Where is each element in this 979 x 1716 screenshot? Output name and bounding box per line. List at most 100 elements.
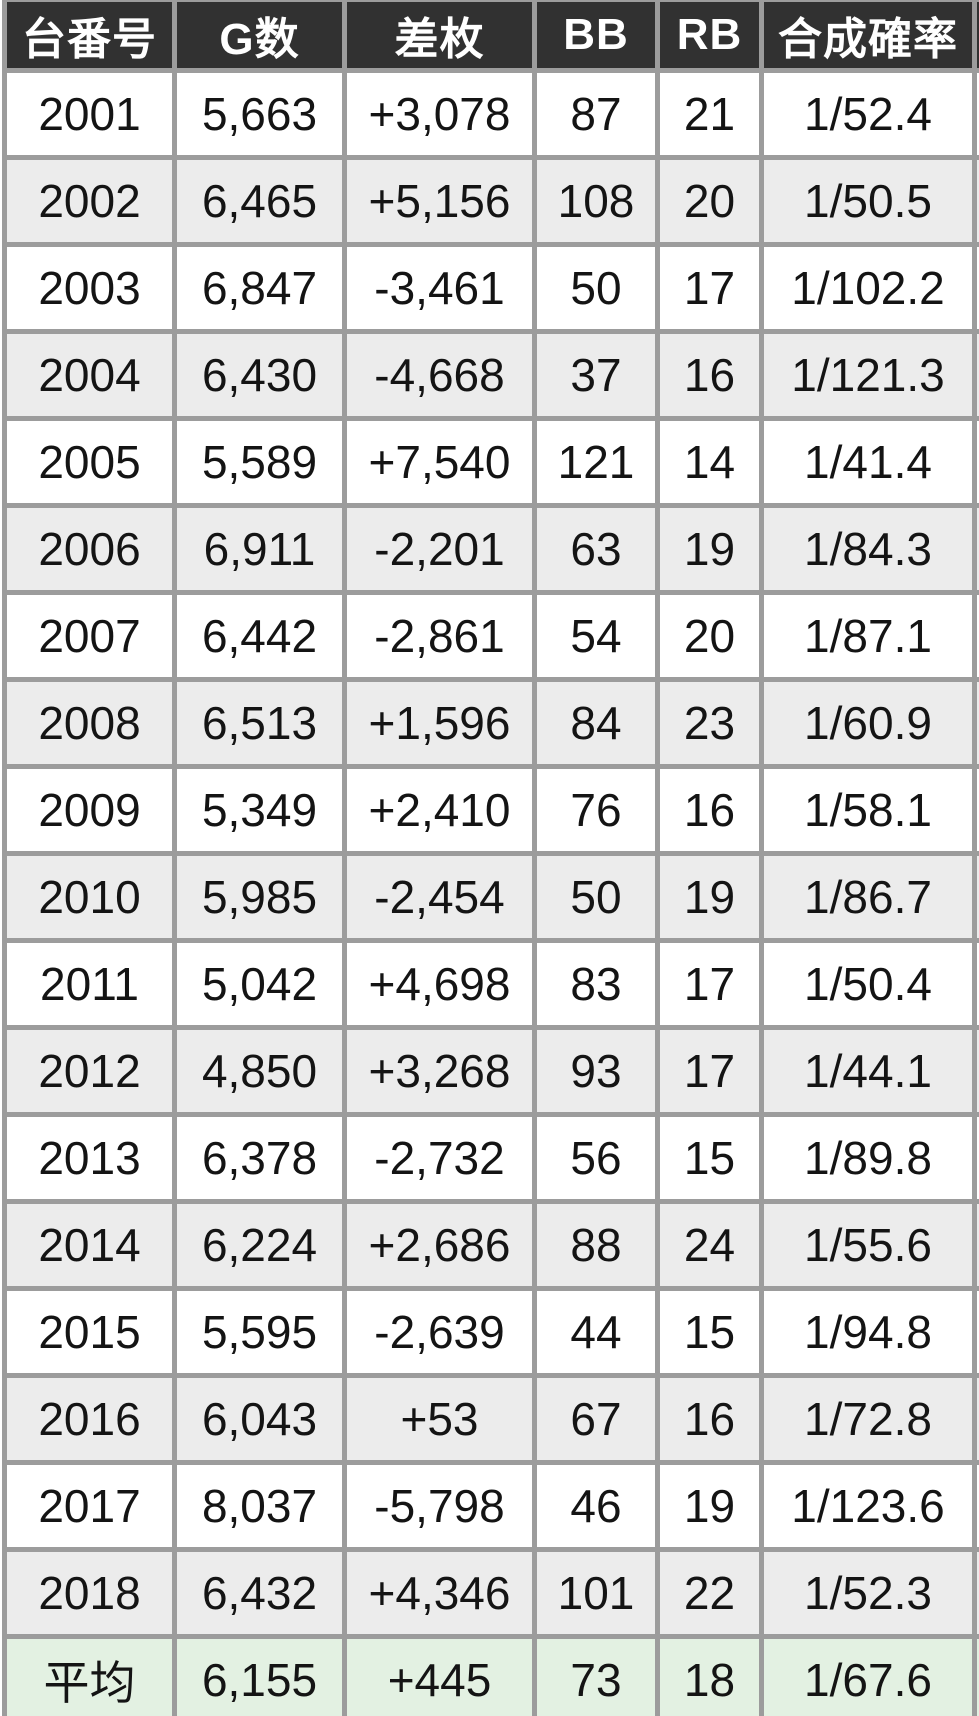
game-count-cell: 5,589 — [172, 416, 347, 508]
game-count-cell: 5,663 — [172, 68, 347, 160]
partial-cell — [972, 1460, 979, 1552]
table-row: 2007 6,442 -2,861 54 20 1/87.1 — [2, 590, 979, 682]
medal-diff-cell: +7,540 — [342, 416, 537, 508]
machine-number-cell: 2004 — [2, 329, 177, 421]
machine-number-cell: 2006 — [2, 503, 177, 595]
rb-count-cell: 23 — [655, 677, 764, 769]
column-header-machine-number: 台番号 — [2, 0, 177, 73]
rb-count-cell: 15 — [655, 1112, 764, 1204]
game-count-cell: 6,432 — [172, 1547, 347, 1639]
machine-number-cell: 2009 — [2, 764, 177, 856]
bb-count-cell: 44 — [532, 1286, 660, 1378]
combined-probability-cell: 1/102.2 — [759, 242, 977, 334]
bb-count-cell: 93 — [532, 1025, 660, 1117]
table-row: 2010 5,985 -2,454 50 19 1/86.7 — [2, 851, 979, 943]
partial-cell — [972, 1286, 979, 1378]
machine-number-cell: 2015 — [2, 1286, 177, 1378]
medal-diff-cell: +2,410 — [342, 764, 537, 856]
game-count-cell: 5,042 — [172, 938, 347, 1030]
rb-count-cell: 20 — [655, 590, 764, 682]
game-count-cell: 5,349 — [172, 764, 347, 856]
combined-probability-cell: 1/50.5 — [759, 155, 977, 247]
average-row: 平均 6,155 +445 73 18 1/67.6 — [2, 1634, 979, 1716]
bb-count-cell: 50 — [532, 242, 660, 334]
bb-count-cell: 84 — [532, 677, 660, 769]
rb-count-cell: 17 — [655, 242, 764, 334]
game-count-cell: 6,043 — [172, 1373, 347, 1465]
machine-number-cell: 2013 — [2, 1112, 177, 1204]
partial-cell — [972, 1373, 979, 1465]
game-count-cell: 6,465 — [172, 155, 347, 247]
table-row: 2002 6,465 +5,156 108 20 1/50.5 — [2, 155, 979, 247]
table-header: 台番号 G数 差枚 BB RB 合成確率 — [2, 0, 979, 73]
table-row: 2005 5,589 +7,540 121 14 1/41.4 — [2, 416, 979, 508]
partial-cell — [972, 851, 979, 943]
partial-cell — [972, 938, 979, 1030]
machine-number-cell: 2008 — [2, 677, 177, 769]
combined-probability-cell: 1/86.7 — [759, 851, 977, 943]
rb-count-cell: 16 — [655, 329, 764, 421]
partial-cell — [972, 329, 979, 421]
rb-count-cell: 24 — [655, 1199, 764, 1291]
combined-probability-cell: 1/52.3 — [759, 1547, 977, 1639]
rb-count-cell: 18 — [655, 1634, 764, 1716]
machine-number-cell: 2003 — [2, 242, 177, 334]
rb-count-cell: 16 — [655, 764, 764, 856]
machine-number-cell: 2007 — [2, 590, 177, 682]
medal-diff-cell: -3,461 — [342, 242, 537, 334]
medal-diff-cell: -4,668 — [342, 329, 537, 421]
rb-count-cell: 17 — [655, 1025, 764, 1117]
combined-probability-cell: 1/84.3 — [759, 503, 977, 595]
bb-count-cell: 54 — [532, 590, 660, 682]
medal-diff-cell: +1,596 — [342, 677, 537, 769]
table-row: 2014 6,224 +2,686 88 24 1/55.6 — [2, 1199, 979, 1291]
column-header-rb: RB — [655, 0, 764, 73]
partial-cell — [972, 590, 979, 682]
partial-cell — [972, 155, 979, 247]
bb-count-cell: 108 — [532, 155, 660, 247]
table-row: 2001 5,663 +3,078 87 21 1/52.4 — [2, 68, 979, 160]
table-row: 2013 6,378 -2,732 56 15 1/89.8 — [2, 1112, 979, 1204]
column-header-combined-probability: 合成確率 — [759, 0, 977, 73]
bb-count-cell: 121 — [532, 416, 660, 508]
game-count-cell: 4,850 — [172, 1025, 347, 1117]
rb-count-cell: 21 — [655, 68, 764, 160]
game-count-cell: 6,430 — [172, 329, 347, 421]
table-row: 2008 6,513 +1,596 84 23 1/60.9 — [2, 677, 979, 769]
partial-cell — [972, 677, 979, 769]
machine-number-cell: 2010 — [2, 851, 177, 943]
medal-diff-cell: -5,798 — [342, 1460, 537, 1552]
medal-diff-cell: +3,078 — [342, 68, 537, 160]
table-row: 2018 6,432 +4,346 101 22 1/52.3 — [2, 1547, 979, 1639]
rb-count-cell: 22 — [655, 1547, 764, 1639]
partial-cell — [972, 1547, 979, 1639]
medal-diff-cell: -2,861 — [342, 590, 537, 682]
table-row: 2012 4,850 +3,268 93 17 1/44.1 — [2, 1025, 979, 1117]
partial-cell — [972, 1025, 979, 1117]
game-count-cell: 6,513 — [172, 677, 347, 769]
table-row: 2006 6,911 -2,201 63 19 1/84.3 — [2, 503, 979, 595]
rb-count-cell: 16 — [655, 1373, 764, 1465]
rb-count-cell: 15 — [655, 1286, 764, 1378]
bb-count-cell: 83 — [532, 938, 660, 1030]
medal-diff-cell: -2,732 — [342, 1112, 537, 1204]
partial-cell — [972, 1634, 979, 1716]
medal-diff-cell: +4,346 — [342, 1547, 537, 1639]
machine-number-cell: 2002 — [2, 155, 177, 247]
column-header-game-count: G数 — [172, 0, 347, 73]
combined-probability-cell: 1/44.1 — [759, 1025, 977, 1117]
machine-number-cell: 2001 — [2, 68, 177, 160]
machine-number-cell: 2011 — [2, 938, 177, 1030]
bb-count-cell: 37 — [532, 329, 660, 421]
bb-count-cell: 56 — [532, 1112, 660, 1204]
column-header-partial — [972, 0, 979, 73]
partial-cell — [972, 242, 979, 334]
combined-probability-cell: 1/55.6 — [759, 1199, 977, 1291]
machine-number-cell: 2016 — [2, 1373, 177, 1465]
combined-probability-cell: 1/60.9 — [759, 677, 977, 769]
medal-diff-cell: +5,156 — [342, 155, 537, 247]
game-count-cell: 8,037 — [172, 1460, 347, 1552]
game-count-cell: 6,911 — [172, 503, 347, 595]
